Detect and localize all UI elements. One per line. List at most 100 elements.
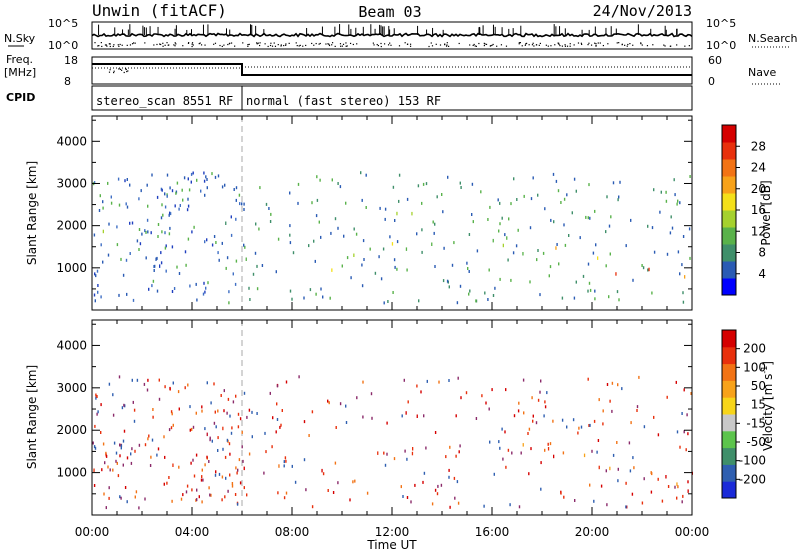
echo-cell xyxy=(94,299,96,303)
nsearch-dot xyxy=(595,43,597,45)
echo-cell xyxy=(665,190,667,194)
echo-cell xyxy=(211,243,214,247)
time-tick-label: 04:00 xyxy=(175,525,210,539)
echo-cell xyxy=(553,220,555,224)
nsearch-dot xyxy=(483,42,485,44)
echo-cell xyxy=(119,495,121,499)
echo-cell xyxy=(131,447,133,451)
echo-cell xyxy=(316,198,319,202)
echo-cell xyxy=(144,497,146,501)
echo-cell xyxy=(579,236,581,240)
echo-cell xyxy=(489,440,491,444)
echo-cell xyxy=(138,228,141,231)
nsearch-dot xyxy=(264,43,266,45)
echo-cell xyxy=(631,492,634,496)
nsearch-dot xyxy=(199,42,201,44)
nsearch-dot xyxy=(597,42,599,44)
echo-cell xyxy=(129,221,131,225)
nsearch-dot xyxy=(409,43,412,45)
echo-cell xyxy=(676,430,679,434)
echo-cell xyxy=(609,466,611,471)
nsearch-dot xyxy=(219,44,221,47)
nsearch-dot xyxy=(156,43,158,46)
echo-cell xyxy=(392,185,395,189)
echo-cell xyxy=(135,490,138,494)
echo-cell xyxy=(261,264,264,267)
echo-cell xyxy=(200,189,202,193)
echo-cell xyxy=(237,412,240,416)
echo-cell xyxy=(276,384,279,388)
nsearch-dot xyxy=(227,43,229,46)
time-tick-label: 08:00 xyxy=(275,525,310,539)
nsearch-dot xyxy=(167,44,169,46)
echo-cell xyxy=(611,409,613,413)
echo-cell xyxy=(431,242,433,246)
echo-cell xyxy=(448,468,450,472)
echo-cell xyxy=(165,244,167,248)
echo-cell xyxy=(531,396,533,400)
echo-cell xyxy=(322,295,324,299)
nsearch-dot xyxy=(259,42,261,44)
echo-cell xyxy=(126,500,128,504)
nsearch-dot xyxy=(390,44,392,46)
echo-cell xyxy=(625,481,627,485)
echo-cell xyxy=(221,185,224,189)
nsearch-dot xyxy=(132,42,135,44)
echo-cell xyxy=(335,426,337,429)
echo-cell xyxy=(510,202,512,206)
nsearch-dot xyxy=(602,44,604,47)
echo-cell xyxy=(666,395,668,399)
nsearch-dot xyxy=(256,43,258,45)
echo-cell xyxy=(196,488,198,492)
nsearch-dot xyxy=(191,43,193,45)
nsearch-dot xyxy=(221,45,223,48)
echo-cell xyxy=(145,256,147,260)
echo-cell xyxy=(468,270,470,273)
echo-cell xyxy=(164,205,167,209)
nsearch-dot xyxy=(447,45,450,47)
echo-cell xyxy=(171,499,173,503)
echo-cell xyxy=(610,215,612,219)
nsearch-dot xyxy=(632,44,634,46)
echo-cell xyxy=(575,280,577,284)
echo-cell xyxy=(561,418,564,422)
echo-cell xyxy=(687,432,689,436)
echo-cell xyxy=(539,293,541,297)
echo-cell xyxy=(589,423,591,427)
echo-cell xyxy=(682,235,685,238)
nsearch-dot xyxy=(328,43,330,45)
y-tick-label: 1000 xyxy=(56,466,87,480)
nsearch-dot xyxy=(256,42,258,44)
echo-cell xyxy=(688,227,691,231)
echo-cell xyxy=(130,461,133,465)
echo-cell xyxy=(561,296,564,300)
nsearch-dot xyxy=(618,42,620,44)
echo-cell xyxy=(528,472,530,476)
echo-cell xyxy=(600,484,603,488)
echo-cell xyxy=(141,232,143,236)
echo-cell xyxy=(122,273,125,277)
echo-cell xyxy=(316,175,318,179)
echo-cell xyxy=(124,486,127,489)
nsearch-dot xyxy=(113,44,115,46)
echo-cell xyxy=(460,396,462,400)
nsearch-dot xyxy=(641,44,643,46)
freq-label: Freq. xyxy=(6,53,33,66)
echo-cell xyxy=(275,270,277,274)
echo-cell xyxy=(594,209,596,213)
echo-cell xyxy=(480,190,482,194)
echo-cell xyxy=(411,451,414,456)
echo-cell xyxy=(263,471,265,475)
nsearch-dot xyxy=(173,44,175,46)
colorbar-tick-label: -100 xyxy=(739,454,766,468)
echo-cell xyxy=(436,492,439,496)
echo-cell xyxy=(101,468,103,472)
echo-cell xyxy=(354,479,356,483)
echo-cell xyxy=(206,381,208,385)
echo-cell xyxy=(648,267,650,272)
echo-cell xyxy=(517,228,519,232)
echo-cell xyxy=(572,418,575,422)
echo-cell xyxy=(311,505,314,509)
echo-cell xyxy=(319,178,321,182)
echo-cell xyxy=(170,410,173,414)
